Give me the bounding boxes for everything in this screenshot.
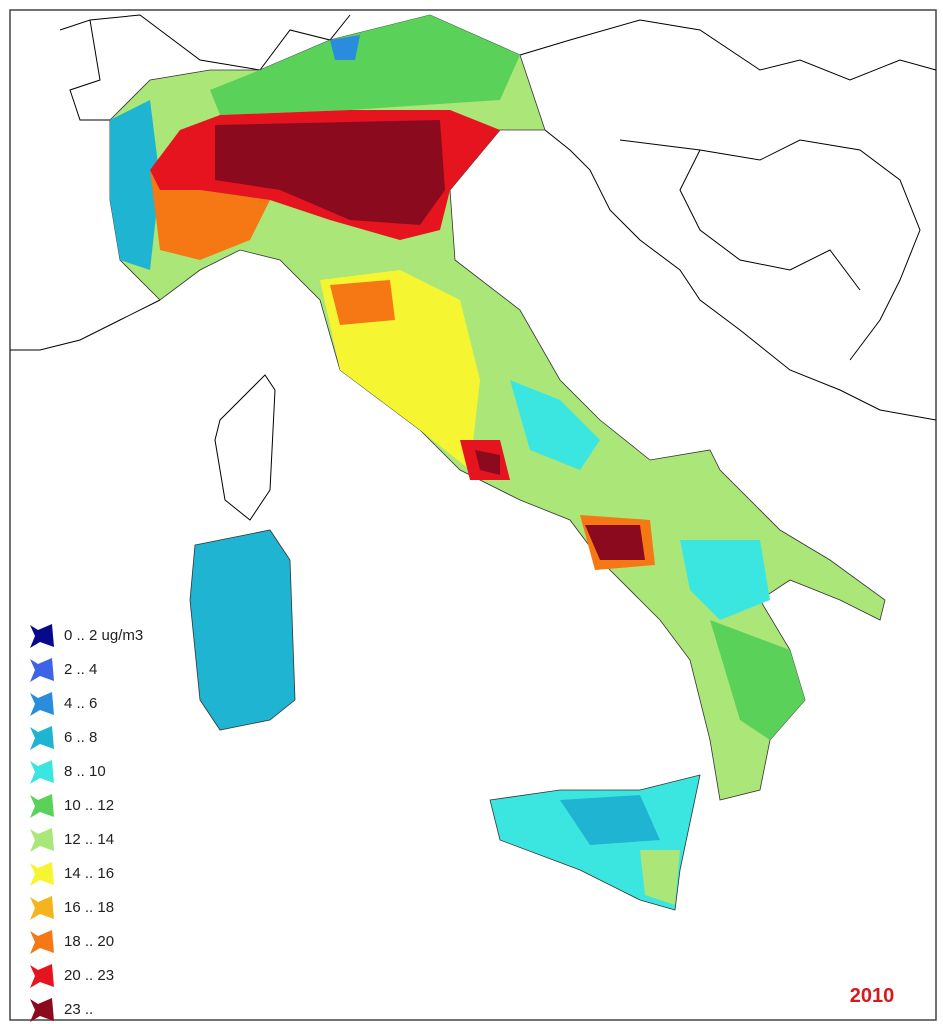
legend-label: 23 .. xyxy=(64,1001,93,1018)
concentration-area xyxy=(330,35,360,60)
border xyxy=(519,19,937,81)
concentration-area xyxy=(189,529,296,731)
border xyxy=(619,139,921,361)
legend: 0 .. 2 ug/m3 2 .. 4 4 .. 6 6 .. 8 8 .. 10 10 … xyxy=(30,624,143,1022)
concentration-area xyxy=(210,15,520,115)
legend-swatch xyxy=(30,658,54,682)
legend-label: 14 .. 16 xyxy=(64,865,114,882)
legend-label: 8 .. 10 xyxy=(64,763,106,780)
legend-swatch xyxy=(30,964,54,988)
year-label: 2010 xyxy=(850,985,895,1007)
concentration-area xyxy=(510,380,600,470)
border xyxy=(679,149,861,291)
concentration-area xyxy=(110,100,160,270)
legend-label: 2 .. 4 xyxy=(64,661,97,678)
corsica xyxy=(214,374,276,521)
concentration-area xyxy=(150,170,270,260)
concentration-area xyxy=(475,450,500,475)
legend-label: 10 .. 12 xyxy=(64,797,114,814)
concentration-area xyxy=(640,850,680,905)
legend-swatch xyxy=(30,862,54,886)
legend-label: 4 .. 6 xyxy=(64,695,97,712)
legend-label: 6 .. 8 xyxy=(64,729,97,746)
legend-label: 18 .. 20 xyxy=(64,933,114,950)
legend-swatch xyxy=(30,726,54,750)
coast xyxy=(544,129,937,421)
coast xyxy=(10,299,161,351)
legend-swatch xyxy=(30,930,54,954)
concentration-area xyxy=(330,280,395,325)
concentration-area xyxy=(215,120,445,225)
legend-swatch xyxy=(30,624,54,648)
concentration-area xyxy=(710,620,805,740)
legend-label: 12 .. 14 xyxy=(64,831,114,848)
legend-label: 20 .. 23 xyxy=(64,967,114,984)
legend-swatch xyxy=(30,896,54,920)
legend-swatch xyxy=(30,692,54,716)
legend-label: 16 .. 18 xyxy=(64,899,114,916)
legend-label: 0 .. 2 ug/m3 xyxy=(64,627,143,644)
concentration-area xyxy=(680,540,770,620)
border xyxy=(59,19,110,121)
legend-swatch xyxy=(30,828,54,852)
legend-swatch xyxy=(30,998,54,1022)
concentration-area xyxy=(560,795,660,845)
legend-swatch xyxy=(30,760,54,784)
concentration-area xyxy=(585,525,645,560)
concentration-map xyxy=(109,14,886,911)
legend-swatch xyxy=(30,794,54,818)
